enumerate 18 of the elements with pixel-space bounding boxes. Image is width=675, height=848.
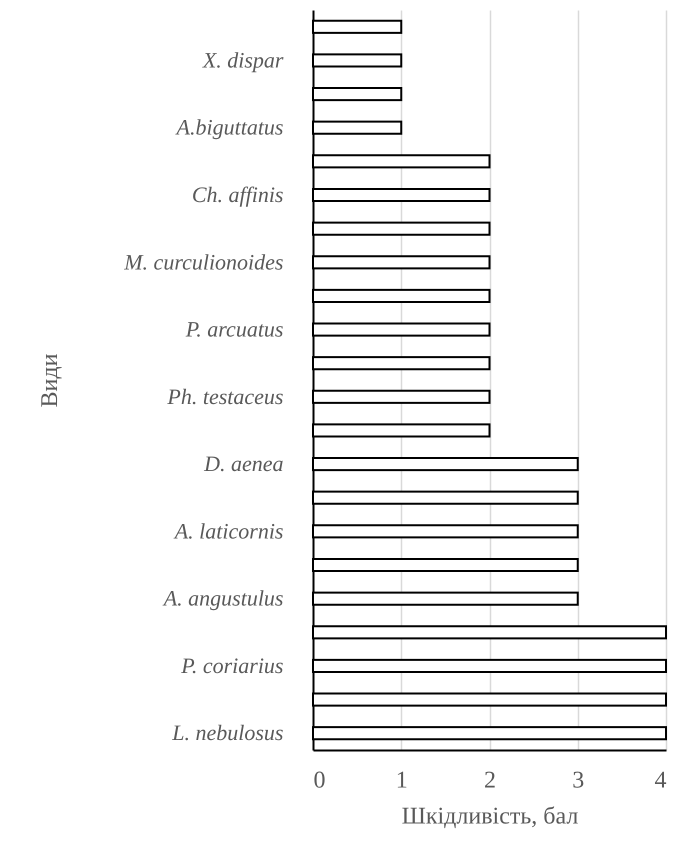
x-tick-label: 0 <box>314 768 326 794</box>
y-tick-label: P. coriarius <box>180 652 284 678</box>
y-tick-label: P. arcuatus <box>184 316 284 342</box>
y-tick-label: A.biguttatus <box>174 114 284 140</box>
x-tick-label: 1 <box>396 768 408 794</box>
x-tick-label: 2 <box>484 768 496 794</box>
x-axis-title: Шкідливість, бал <box>402 804 578 830</box>
y-tick-label: Ph. testaceus <box>166 384 284 409</box>
y-tick-label: D. aenea <box>203 451 284 476</box>
y-tick-label: Ch. affinis <box>192 182 284 207</box>
x-tick-label: 4 <box>654 768 666 794</box>
y-tick-label: A. angustulus <box>162 586 284 611</box>
y-tick-label: M. curculionoides <box>123 249 284 274</box>
x-tick-label: 3 <box>572 768 584 794</box>
y-tick-label: L. nebulosus <box>171 720 284 746</box>
y-axis-title: Види <box>37 353 64 408</box>
y-tick-label: X. dispar <box>202 47 284 72</box>
y-tick-label: A. laticornis <box>172 518 284 544</box>
